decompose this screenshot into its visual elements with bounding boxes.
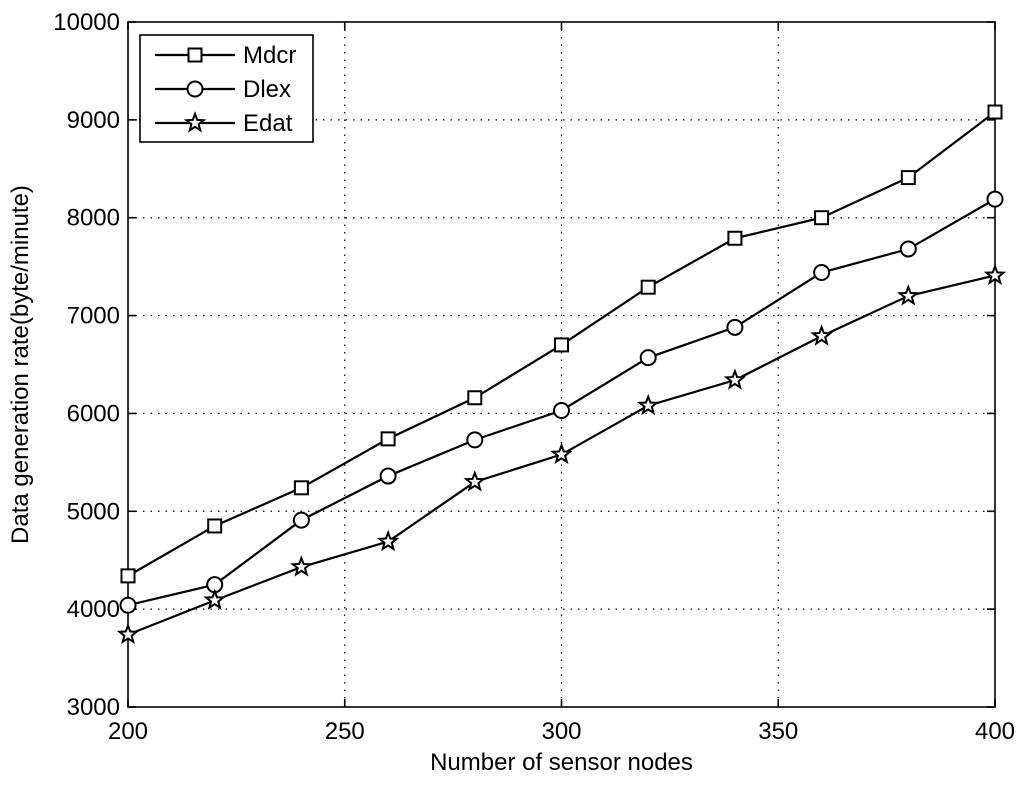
legend-marker-mdcr [187,47,203,63]
x-tick-label: 400 [975,718,1015,745]
data-point-edat [723,368,747,390]
data-point-edat [376,529,400,552]
data-point-edat [550,442,573,465]
legend-marker-edat [183,111,207,133]
data-point-dlex [899,240,917,258]
y-tick-label: 4000 [67,596,120,623]
x-tick-label: 300 [541,718,581,745]
data-point-dlex [466,431,484,449]
data-point-mdcr [120,568,136,584]
data-point-edat [290,555,313,577]
legend: Mdcr Dlex Edat [139,34,314,143]
x-tick-label: 350 [758,718,798,745]
data-point-edat [463,470,487,492]
data-point-mdcr [380,431,396,447]
legend-item-mdcr: Mdcr [155,42,296,69]
legend-label-mdcr: Mdcr [243,42,296,69]
y-tick-label: 5000 [67,498,120,525]
y-tick-label: 7000 [67,303,120,330]
data-point-edat [203,588,226,610]
data-point-edat [897,284,920,306]
y-tick-label: 3000 [67,694,120,721]
data-point-mdcr [727,230,743,246]
data-point-edat [116,622,140,645]
data-point-edat [983,263,1007,286]
x-tick-label: 250 [325,718,365,745]
data-point-dlex [726,318,744,336]
data-point-mdcr [987,104,1003,120]
data-point-dlex [813,264,831,282]
legend-marker-dlex [186,80,204,98]
legend-item-edat: Edat [155,110,293,137]
y-axis-title: Data generation rate(byte/minute) [7,185,34,544]
y-tick-label: 6000 [67,400,120,427]
legend-label-edat: Edat [243,110,293,137]
data-point-dlex [292,511,310,529]
data-point-mdcr [640,279,656,295]
data-point-dlex [639,349,657,367]
x-axis-title: Number of sensor nodes [430,749,693,776]
data-point-dlex [986,190,1004,208]
series-edat [116,263,1007,645]
data-point-mdcr [814,210,830,226]
data-point-mdcr [900,170,916,186]
legend-label-dlex: Dlex [243,76,291,103]
data-point-edat [636,393,660,416]
axis-ticks: 200 250 300 350 400 3000 4000 5000 6000 7000 8000 9… [53,9,1015,745]
y-tick-label: 9000 [67,107,120,134]
data-point-mdcr [467,390,483,406]
x-tick-label: 200 [108,718,148,745]
data-point-dlex [553,401,570,419]
data-point-mdcr [207,518,223,534]
legend-item-dlex: Dlex [155,76,291,103]
grid-lines [128,22,995,707]
data-point-dlex [379,467,397,485]
y-tick-label: 8000 [67,205,120,232]
data-point-mdcr [554,337,569,353]
series-mdcr [120,104,1003,584]
data-point-mdcr [293,480,309,496]
series-dlex [119,190,1004,614]
series-layer [116,104,1007,645]
y-tick-label: 10000 [53,9,120,36]
data-point-edat [810,324,833,346]
data-point-dlex [119,596,137,614]
